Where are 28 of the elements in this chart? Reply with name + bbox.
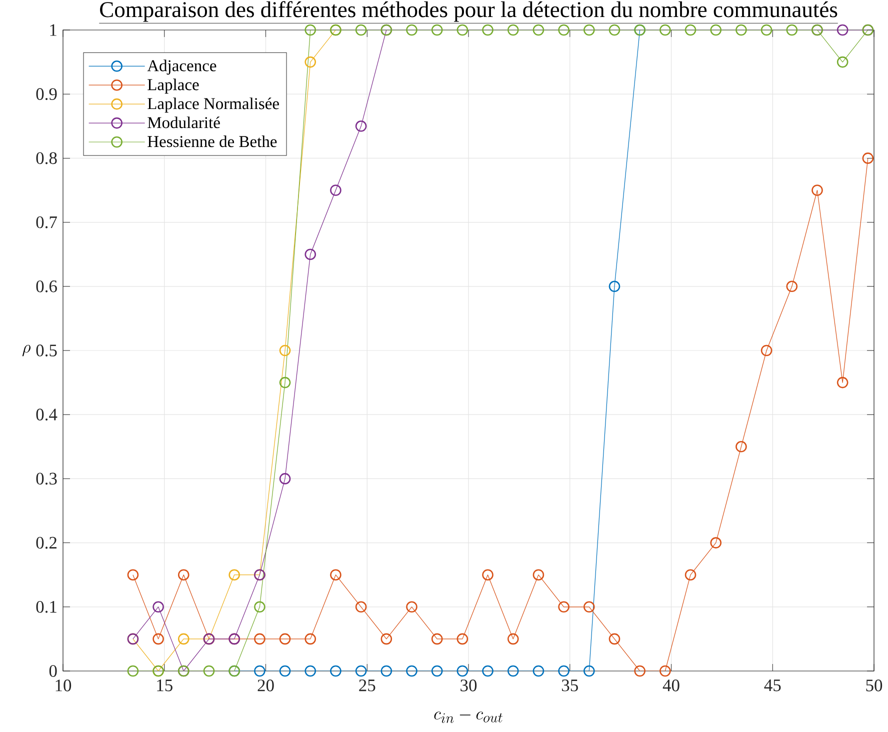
- x-tick-label: 20: [258, 680, 274, 692]
- x-tick-label: 10: [56, 680, 72, 692]
- legend-label: Laplace Normalisée: [148, 98, 279, 113]
- x-tick-label: 45: [764, 680, 781, 692]
- y-tick-label: 0.3: [36, 472, 57, 485]
- y-tick-label: 0.9: [36, 88, 57, 100]
- x-tick-label: 15: [157, 680, 172, 692]
- legend-label: Hessienne de Bethe: [148, 136, 277, 148]
- chart-title: Comparaison des différentes méthodes pour la détection du nombre communautés: [100, 1, 838, 22]
- legend-label: Modularité: [148, 116, 220, 128]
- y-tick-label: 0.6: [36, 280, 57, 292]
- legend-label: Adjacence: [147, 60, 216, 75]
- y-axis-title: $\rho$: [22, 344, 30, 356]
- x-axis-title: $c_{in} - c_{out}$: [434, 712, 502, 723]
- x-tick-label: 50: [866, 680, 882, 692]
- x-tick-label: 35: [562, 680, 578, 692]
- y-tick-label: 0.8: [36, 152, 57, 164]
- y-tick-label: 0.4: [36, 408, 58, 421]
- legend-label: Laplace: [148, 78, 199, 94]
- x-tick-label: 30: [460, 680, 477, 692]
- y-tick-label: 0.5: [36, 344, 57, 356]
- y-tick-label: 1: [50, 24, 56, 36]
- y-tick-label: 0.2: [36, 536, 56, 549]
- x-tick-label: 40: [662, 680, 680, 692]
- y-tick-label: 0.7: [36, 216, 57, 228]
- y-tick-label: 0.1: [36, 600, 56, 613]
- x-tick-label: 25: [359, 680, 376, 692]
- y-tick-label: 0: [49, 665, 57, 677]
